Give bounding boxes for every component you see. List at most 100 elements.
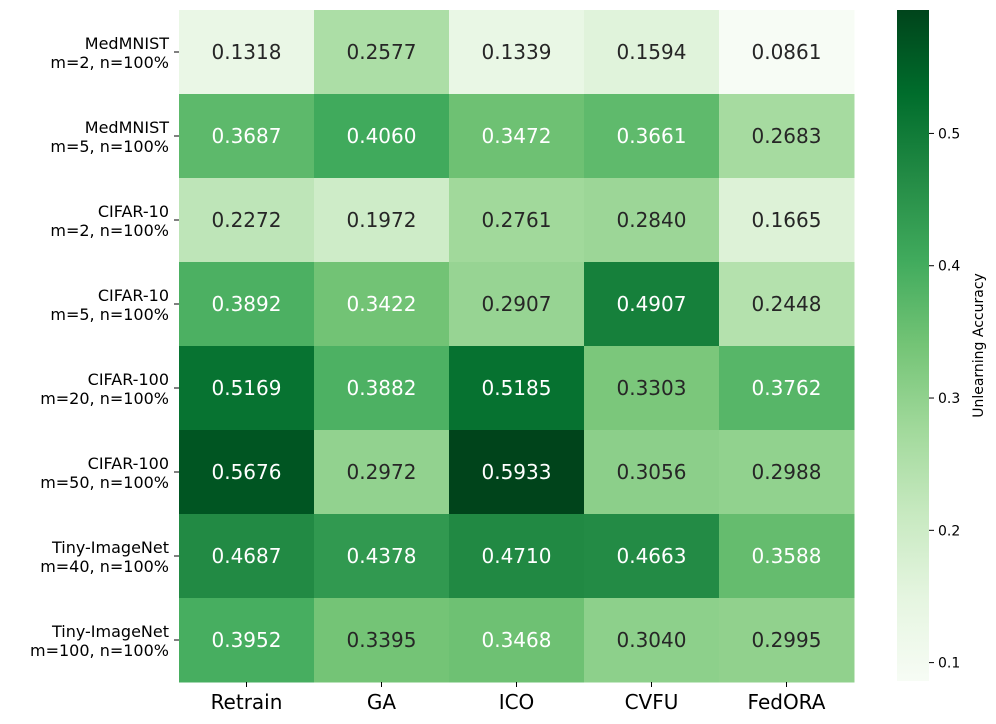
cell-value-label: 0.4378	[347, 544, 417, 568]
cell-value-label: 0.3303	[617, 376, 687, 400]
heatmap-cell	[314, 262, 450, 347]
heatmap-cell	[449, 262, 585, 347]
row-label: MedMNIST	[85, 118, 169, 137]
cell-value-label: 0.2761	[482, 208, 552, 232]
cell-value-label: 0.2683	[752, 124, 822, 148]
cell-value-label: 0.1594	[617, 40, 687, 64]
cell-value-label: 0.5933	[482, 460, 552, 484]
heatmap-cell	[179, 346, 315, 431]
heatmap-cell	[449, 346, 585, 431]
cell-value-label: 0.4907	[617, 292, 687, 316]
row-label: CIFAR-100	[88, 454, 169, 473]
column-label: FedORA	[748, 690, 826, 714]
heatmap-cell	[719, 430, 855, 515]
row-label: MedMNIST	[85, 34, 169, 53]
heatmap-cell	[584, 94, 720, 179]
heatmap-cell	[449, 10, 585, 95]
heatmap-cell	[314, 430, 450, 515]
heatmap-cell	[584, 430, 720, 515]
cell-value-label: 0.2995	[752, 628, 822, 652]
cell-value-label: 0.4710	[482, 544, 552, 568]
cell-value-label: 0.5169	[212, 376, 282, 400]
cell-value-label: 0.0861	[752, 40, 822, 64]
heatmap-cell	[179, 514, 315, 599]
row-label: CIFAR-10	[98, 286, 169, 305]
cell-value-label: 0.2972	[347, 460, 417, 484]
colorbar-tick-label: 0.5	[938, 126, 960, 142]
heatmap-cell	[584, 10, 720, 95]
cell-value-label: 0.5185	[482, 376, 552, 400]
column-labels: Retrain GA ICO CVFU FedORA	[211, 682, 826, 714]
cell-value-label: 0.3395	[347, 628, 417, 652]
row-label: CIFAR-10	[98, 202, 169, 221]
heatmap-cell	[584, 262, 720, 347]
row-label: Tiny-ImageNet	[51, 538, 169, 557]
cell-value-label: 0.2577	[347, 40, 417, 64]
cell-value-label: 0.3468	[482, 628, 552, 652]
cell-value-label: 0.3882	[347, 376, 417, 400]
cell-value-label: 0.2907	[482, 292, 552, 316]
cell-value-label: 0.4687	[212, 544, 282, 568]
column-label: Retrain	[211, 690, 283, 714]
cell-value-label: 0.3588	[752, 544, 822, 568]
heatmap-cell	[449, 514, 585, 599]
heatmap-cell	[314, 178, 450, 263]
cell-value-label: 0.3422	[347, 292, 417, 316]
cell-value-label: 0.2840	[617, 208, 687, 232]
heatmap-cell	[314, 10, 450, 95]
cell-value-label: 0.2988	[752, 460, 822, 484]
row-label: Tiny-ImageNet	[51, 622, 169, 641]
colorbar-tick-label: 0.1	[938, 656, 960, 672]
colorbar-gradient	[897, 10, 929, 681]
heatmap-cell	[449, 178, 585, 263]
heatmap-cell	[719, 514, 855, 599]
heatmap-cell	[179, 178, 315, 263]
cell-value-label: 0.5676	[212, 460, 282, 484]
colorbar-label: Unlearning Accuracy	[971, 273, 987, 418]
cell-value-label: 0.3952	[212, 628, 282, 652]
cell-value-label: 0.1318	[212, 40, 282, 64]
row-label: m=2, n=100%	[50, 53, 169, 72]
heatmap-cell	[314, 598, 450, 683]
heatmap-cell	[449, 94, 585, 179]
heatmap-cells: 0.1318 0.2577 0.1339 0.1594 0.0861 0.3687 0.40…	[179, 10, 855, 683]
heatmap-cell	[449, 430, 585, 515]
heatmap-cell	[449, 598, 585, 683]
heatmap-cell	[719, 94, 855, 179]
heatmap-cell	[179, 10, 315, 95]
cell-value-label: 0.3040	[617, 628, 687, 652]
row-label: m=5, n=100%	[50, 137, 169, 156]
cell-value-label: 0.3472	[482, 124, 552, 148]
heatmap-cell	[314, 514, 450, 599]
column-label: GA	[367, 690, 396, 714]
row-label: m=100, n=100%	[30, 641, 169, 660]
heatmap-cell	[314, 346, 450, 431]
row-label: CIFAR-100	[88, 370, 169, 389]
cell-value-label: 0.3661	[617, 124, 687, 148]
cell-value-label: 0.3056	[617, 460, 687, 484]
heatmap-cell	[719, 10, 855, 95]
colorbar-tick-label: 0.3	[938, 391, 960, 407]
cell-value-label: 0.4663	[617, 544, 687, 568]
heatmap-cell	[179, 94, 315, 179]
cell-value-label: 0.2272	[212, 208, 282, 232]
heatmap-cell	[179, 262, 315, 347]
heatmap-cell	[179, 598, 315, 683]
heatmap-cell	[584, 598, 720, 683]
heatmap-cell	[584, 346, 720, 431]
heatmap-cell	[719, 598, 855, 683]
heatmap-cell	[179, 430, 315, 515]
heatmap-cell	[719, 346, 855, 431]
cell-value-label: 0.3892	[212, 292, 282, 316]
cell-value-label: 0.3687	[212, 124, 282, 148]
cell-value-label: 0.1665	[752, 208, 822, 232]
heatmap-cell	[584, 514, 720, 599]
heatmap-cell	[719, 178, 855, 263]
cell-value-label: 0.2448	[752, 292, 822, 316]
cell-value-label: 0.3762	[752, 376, 822, 400]
colorbar-tick-label: 0.4	[938, 259, 960, 275]
cell-value-label: 0.1339	[482, 40, 552, 64]
row-label: m=20, n=100%	[40, 389, 169, 408]
heatmap-cell	[314, 94, 450, 179]
